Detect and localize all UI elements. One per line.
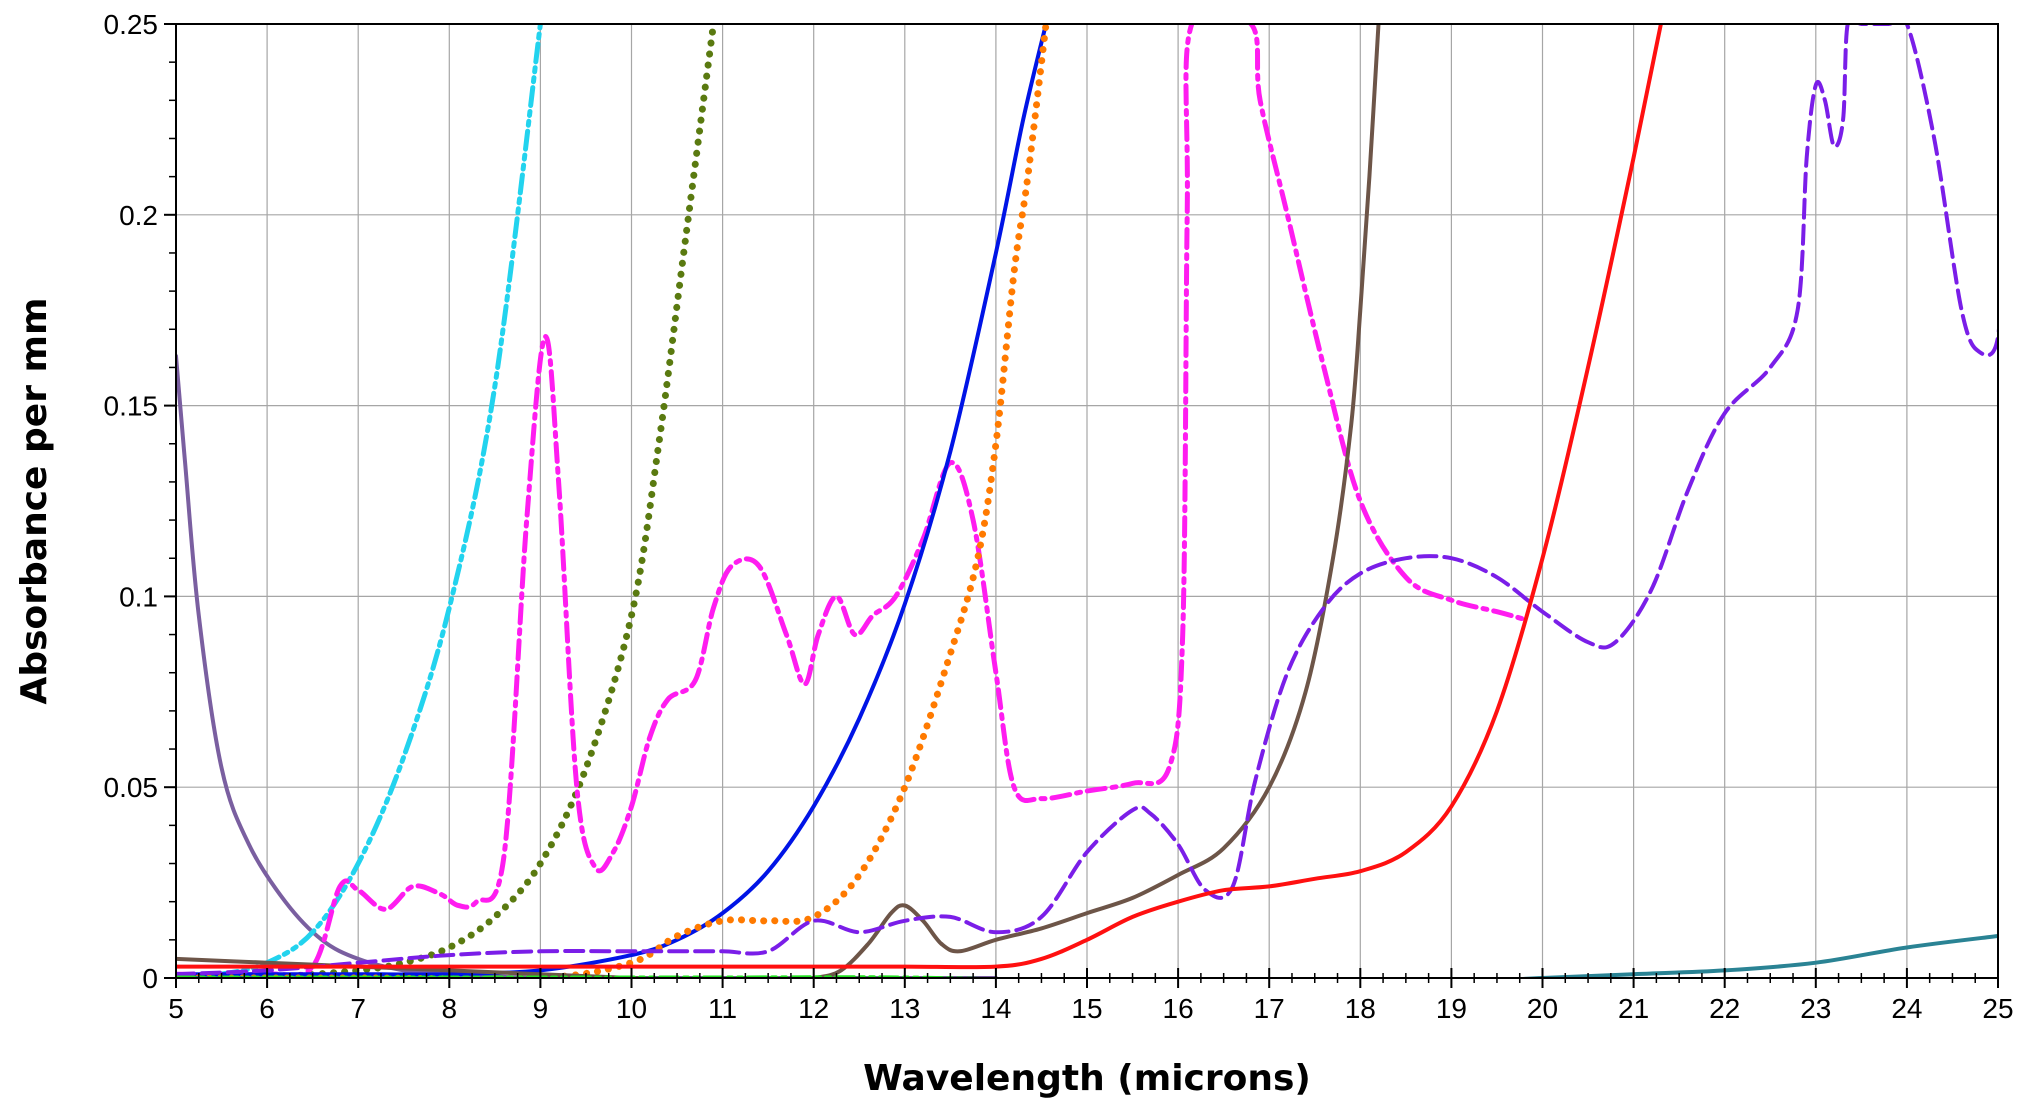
y-tick-label: 0.05 xyxy=(104,772,159,803)
y-tick-label: 0.2 xyxy=(119,200,158,231)
x-tick-label: 23 xyxy=(1800,993,1831,1024)
series-line-6 xyxy=(176,24,1050,978)
x-tick-label: 20 xyxy=(1527,993,1558,1024)
series-line-5 xyxy=(176,24,1048,977)
tick-marks xyxy=(164,23,1999,988)
series-line-3 xyxy=(263,24,717,978)
y-axis-title: Absorbance per mm xyxy=(14,297,55,704)
series-line-9 xyxy=(176,24,1663,970)
x-tick-label: 22 xyxy=(1709,993,1740,1024)
y-tick-label: 0.15 xyxy=(104,391,159,422)
gridlines xyxy=(175,23,1999,979)
series-line-10 xyxy=(176,934,1998,978)
x-tick-label: 17 xyxy=(1254,993,1285,1024)
y-tick-label: 0.25 xyxy=(104,9,159,40)
x-tick-label: 14 xyxy=(980,993,1011,1024)
x-tick-label: 24 xyxy=(1891,993,1922,1024)
x-tick-label: 8 xyxy=(442,993,458,1024)
x-tick-label: 19 xyxy=(1436,993,1467,1024)
series-group xyxy=(176,24,1998,978)
x-tick-label: 9 xyxy=(533,993,549,1024)
x-axis-title: Wavelength (microns) xyxy=(863,1058,1311,1099)
x-tick-label: 5 xyxy=(168,993,184,1024)
y-tick-labels: 0 0.05 0.1 0.15 0.2 0.25 xyxy=(104,9,159,994)
y-tick-label: 0.1 xyxy=(119,581,158,612)
x-tick-label: 7 xyxy=(350,993,366,1024)
x-tick-label: 6 xyxy=(259,993,275,1024)
x-tick-label: 18 xyxy=(1345,993,1376,1024)
series-line-4 xyxy=(176,24,1527,978)
x-tick-label: 11 xyxy=(708,993,737,1024)
x-tick-label: 21 xyxy=(1618,993,1649,1024)
x-tick-label: 13 xyxy=(889,993,920,1024)
x-tick-label: 12 xyxy=(798,993,829,1024)
x-tick-label: 10 xyxy=(616,993,647,1024)
series-line-8 xyxy=(176,24,1998,977)
x-tick-label: 16 xyxy=(1163,993,1194,1024)
x-tick-labels: 5 6 7 8 9 10 11 12 13 14 15 16 17 18 19 20 21 22 23 24 25 xyxy=(168,993,2013,1024)
x-tick-label: 15 xyxy=(1071,993,1102,1024)
y-tick-label: 0 xyxy=(142,963,158,994)
x-tick-label: 25 xyxy=(1982,993,2013,1024)
